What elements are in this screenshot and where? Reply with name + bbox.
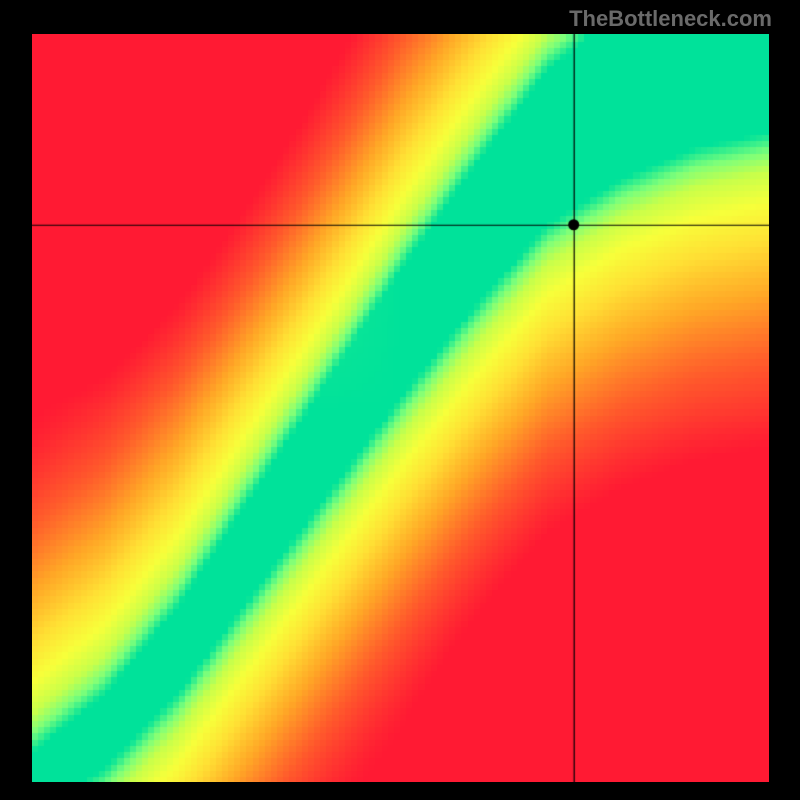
chart-container: TheBottleneck.com: [0, 0, 800, 800]
bottleneck-heatmap: [32, 34, 769, 782]
watermark-text: TheBottleneck.com: [569, 6, 772, 32]
